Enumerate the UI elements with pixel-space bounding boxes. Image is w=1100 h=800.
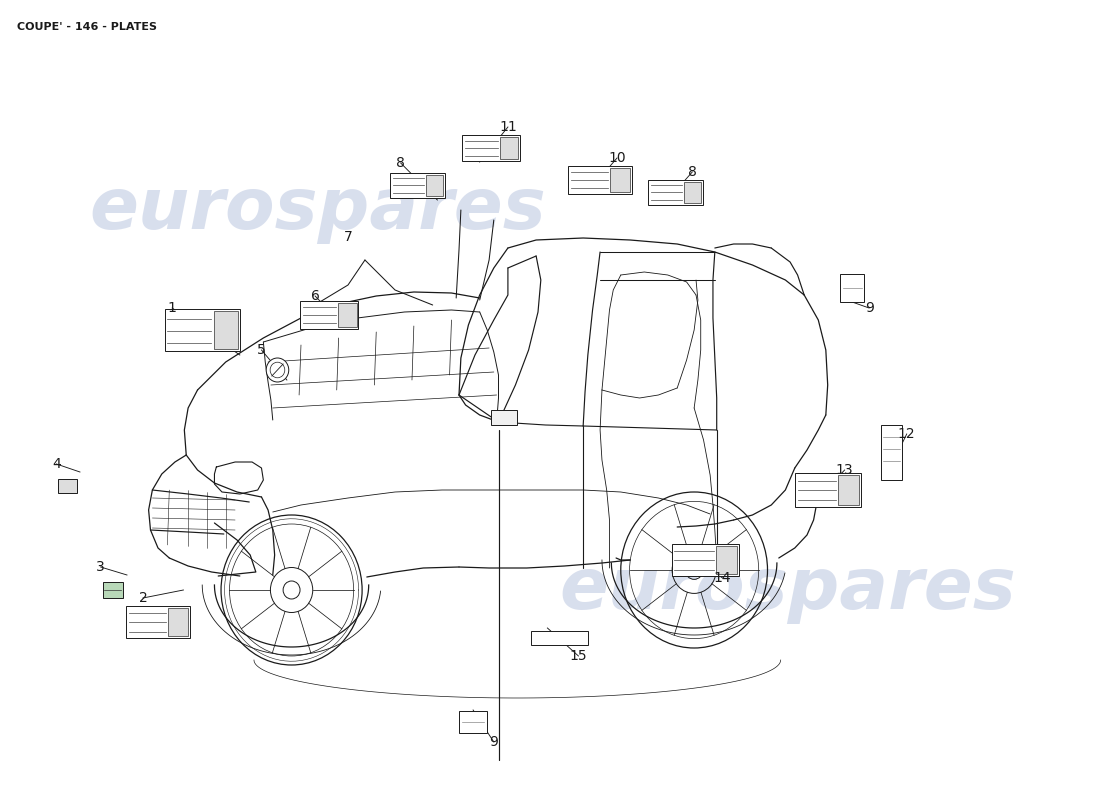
Bar: [648, 179, 703, 205]
Bar: [716, 546, 737, 574]
Bar: [58, 479, 77, 493]
Text: 15: 15: [570, 649, 587, 663]
Circle shape: [266, 358, 289, 382]
Bar: [499, 137, 518, 159]
Text: 6: 6: [310, 289, 319, 303]
Text: 9: 9: [490, 735, 498, 749]
Text: 10: 10: [608, 151, 626, 165]
Bar: [683, 182, 701, 202]
Bar: [213, 311, 238, 349]
Text: 13: 13: [836, 463, 854, 477]
Bar: [837, 475, 859, 505]
Bar: [609, 168, 630, 192]
Text: 8: 8: [688, 165, 696, 179]
Bar: [459, 711, 487, 733]
Text: 7: 7: [343, 230, 352, 244]
Bar: [300, 301, 359, 329]
Bar: [881, 425, 902, 479]
Bar: [126, 606, 190, 638]
Text: COUPE' - 146 - PLATES: COUPE' - 146 - PLATES: [16, 22, 157, 32]
Bar: [531, 631, 587, 645]
Text: 1: 1: [167, 301, 177, 315]
Text: eurospares: eurospares: [89, 175, 546, 245]
Bar: [795, 473, 860, 507]
Text: 12: 12: [898, 427, 915, 441]
Bar: [840, 274, 865, 302]
Text: 4: 4: [52, 457, 60, 471]
Text: 9: 9: [865, 301, 873, 315]
Bar: [568, 166, 632, 194]
Bar: [167, 608, 188, 636]
Bar: [390, 173, 444, 198]
Text: 2: 2: [139, 591, 147, 605]
Text: 5: 5: [257, 343, 266, 357]
Bar: [426, 174, 443, 195]
Text: 11: 11: [499, 120, 517, 134]
Text: 3: 3: [97, 560, 104, 574]
Bar: [165, 309, 240, 351]
Text: 14: 14: [714, 571, 732, 585]
Bar: [462, 135, 520, 161]
Bar: [672, 544, 739, 576]
Text: eurospares: eurospares: [560, 555, 1016, 625]
Text: 8: 8: [396, 156, 405, 170]
Bar: [338, 303, 356, 327]
Bar: [491, 410, 517, 425]
Bar: [102, 582, 123, 598]
